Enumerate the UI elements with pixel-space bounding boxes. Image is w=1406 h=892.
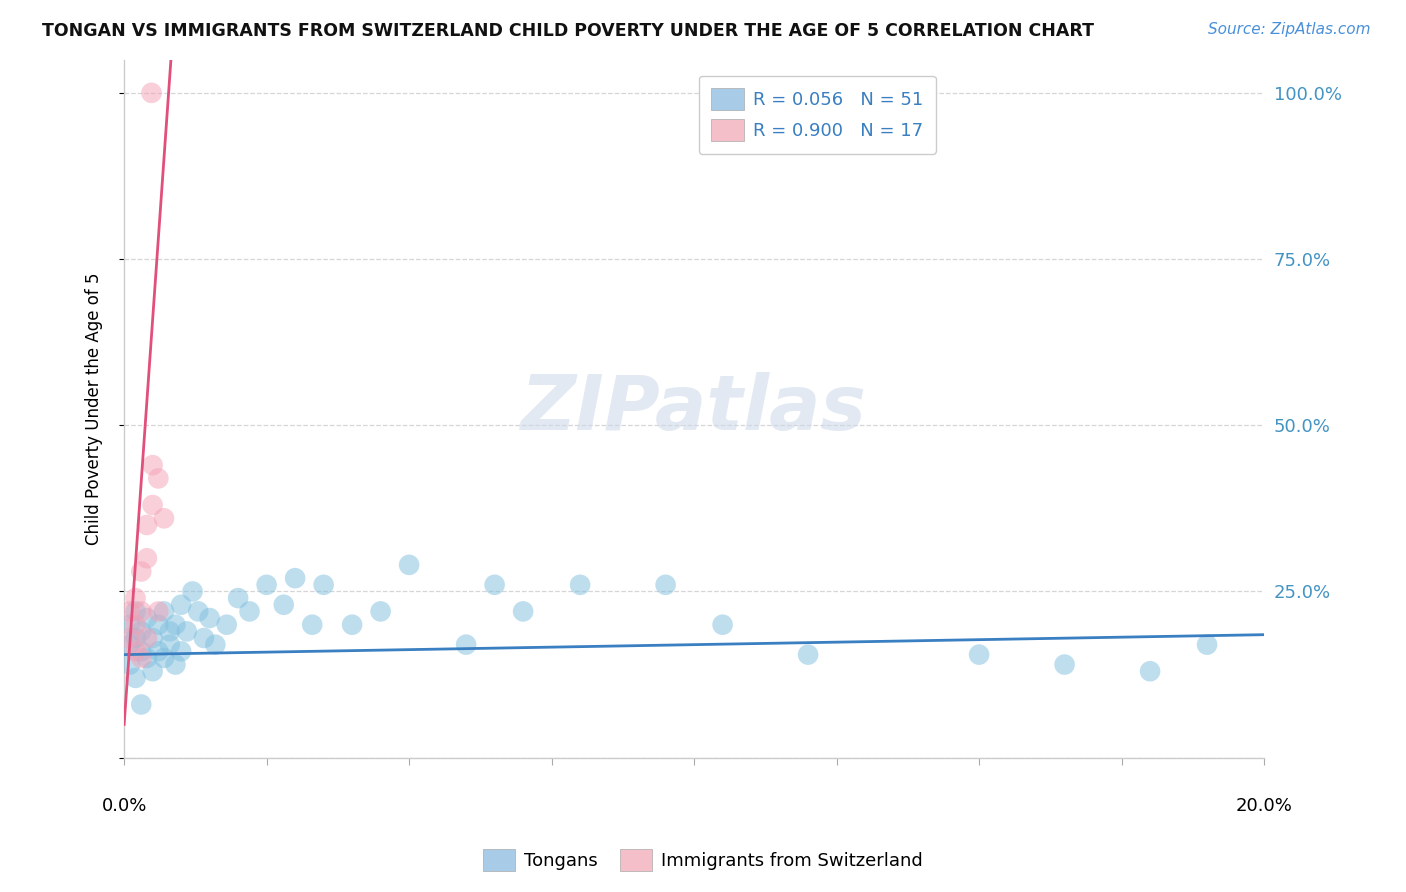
Point <box>141 86 163 100</box>
Text: Source: ZipAtlas.com: Source: ZipAtlas.com <box>1208 22 1371 37</box>
Point <box>118 657 141 672</box>
Point <box>193 631 215 645</box>
Point <box>136 631 159 645</box>
Point <box>142 665 165 679</box>
Point <box>129 644 152 658</box>
Point <box>204 638 226 652</box>
Point <box>340 617 363 632</box>
Point <box>398 558 420 572</box>
Point <box>129 624 152 639</box>
Point <box>312 578 335 592</box>
Point <box>142 631 165 645</box>
Legend: R = 0.056   N = 51, R = 0.900   N = 17: R = 0.056 N = 51, R = 0.900 N = 17 <box>699 76 936 154</box>
Point <box>136 651 159 665</box>
Point <box>711 617 734 632</box>
Point <box>370 604 392 618</box>
Point <box>148 644 170 658</box>
Point <box>124 644 146 658</box>
Point <box>148 604 170 618</box>
Point <box>797 648 820 662</box>
Point <box>148 617 170 632</box>
Y-axis label: Child Poverty Under the Age of 5: Child Poverty Under the Age of 5 <box>86 272 103 545</box>
Point <box>165 617 187 632</box>
Point <box>142 498 165 512</box>
Point <box>153 651 176 665</box>
Legend: Tongans, Immigrants from Switzerland: Tongans, Immigrants from Switzerland <box>475 842 931 879</box>
Point <box>129 651 152 665</box>
Point <box>153 511 176 525</box>
Point <box>654 578 676 592</box>
Point <box>456 638 478 652</box>
Point <box>512 604 534 618</box>
Point <box>238 604 260 618</box>
Point <box>170 598 193 612</box>
Point <box>118 631 141 645</box>
Point <box>118 638 141 652</box>
Text: ZIPatlas: ZIPatlas <box>522 372 868 446</box>
Point <box>1053 657 1076 672</box>
Point <box>118 604 141 618</box>
Point <box>284 571 307 585</box>
Point <box>301 617 323 632</box>
Point <box>124 631 146 645</box>
Point <box>215 617 238 632</box>
Point <box>273 598 295 612</box>
Point <box>569 578 592 592</box>
Point <box>165 657 187 672</box>
Text: 20.0%: 20.0% <box>1236 797 1292 814</box>
Point <box>136 611 159 625</box>
Point <box>198 611 221 625</box>
Point <box>129 604 152 618</box>
Point <box>484 578 506 592</box>
Point <box>129 565 152 579</box>
Point <box>124 617 146 632</box>
Point <box>170 644 193 658</box>
Point <box>181 584 204 599</box>
Point <box>1197 638 1219 652</box>
Point <box>1139 665 1161 679</box>
Text: 0.0%: 0.0% <box>101 797 146 814</box>
Point <box>124 671 146 685</box>
Point <box>142 458 165 472</box>
Point <box>256 578 278 592</box>
Point <box>159 624 181 639</box>
Point <box>159 638 181 652</box>
Point <box>124 591 146 606</box>
Text: TONGAN VS IMMIGRANTS FROM SWITZERLAND CHILD POVERTY UNDER THE AGE OF 5 CORRELATI: TONGAN VS IMMIGRANTS FROM SWITZERLAND CH… <box>42 22 1094 40</box>
Point <box>148 471 170 485</box>
Point <box>226 591 249 606</box>
Point <box>153 604 176 618</box>
Point <box>176 624 198 639</box>
Point <box>967 648 990 662</box>
Point <box>187 604 209 618</box>
Point <box>136 518 159 533</box>
Point <box>118 617 141 632</box>
Point <box>124 604 146 618</box>
Point <box>136 551 159 566</box>
Point <box>129 698 152 712</box>
